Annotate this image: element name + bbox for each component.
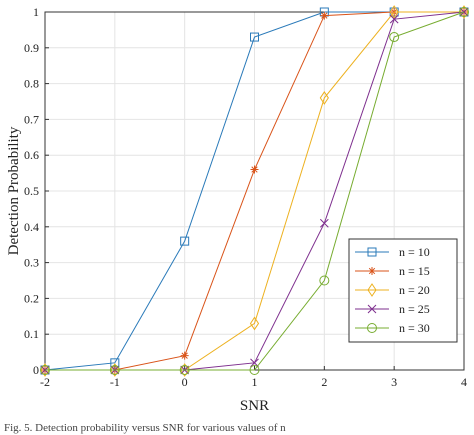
legend-label: n = 15 <box>399 264 430 278</box>
data-point <box>180 236 190 246</box>
data-point <box>109 365 120 375</box>
legend: n = 10 n = 15 n = 20 n = 25 n = 30 <box>348 238 458 343</box>
y-tick-label: 0.8 <box>24 77 39 91</box>
legend-item: n = 25 <box>355 302 430 316</box>
legend-label: n = 20 <box>399 283 430 297</box>
x-tick-label: -2 <box>40 375 50 389</box>
data-point <box>320 11 329 20</box>
x-tick-label: 0 <box>182 375 188 389</box>
data-point <box>389 14 399 24</box>
data-point <box>319 91 329 105</box>
data-point <box>319 218 329 228</box>
legend-marker <box>367 283 377 297</box>
legend-item: n = 30 <box>355 321 430 335</box>
data-point <box>249 316 260 331</box>
x-tick-label: 2 <box>321 375 327 389</box>
legend-marker <box>367 323 377 333</box>
x-tick-label: 1 <box>252 375 258 389</box>
data-point <box>250 165 259 174</box>
legend-label: n = 30 <box>399 321 430 335</box>
y-tick-label: 0.3 <box>24 256 39 270</box>
x-tick-label: 3 <box>391 375 397 389</box>
legend-marker <box>367 247 377 257</box>
data-point <box>179 365 190 375</box>
y-tick-label: 0.5 <box>24 184 39 198</box>
series-5 <box>40 7 469 375</box>
legend-item: n = 10 <box>355 245 430 259</box>
series-line <box>45 11 465 371</box>
data-point <box>250 32 259 42</box>
x-axis-label: SNR <box>240 398 269 414</box>
legend-label: n = 10 <box>399 245 430 259</box>
x-axis-ticks: -2 -1 0 1 2 3 4 <box>40 366 467 389</box>
x-tick-label: -1 <box>110 375 120 389</box>
x-tick-label: 4 <box>461 375 467 389</box>
data-point <box>459 7 469 17</box>
y-tick-label: 0.4 <box>24 220 39 234</box>
y-tick-label: 0.9 <box>24 41 39 55</box>
data-point <box>40 365 50 375</box>
series-group <box>40 5 469 377</box>
y-tick-label: 0.2 <box>24 291 39 305</box>
y-tick-label: 0 <box>33 363 39 377</box>
y-tick-label: 1 <box>33 5 39 19</box>
y-tick-label: 0.1 <box>24 327 39 341</box>
y-axis-ticks: 0 0.1 0.2 0.3 0.4 0.5 0.6 0.7 0.8 0.9 1 <box>24 5 49 377</box>
legend-item: n = 20 <box>355 283 430 297</box>
legend-label: n = 25 <box>399 302 430 316</box>
data-point <box>250 358 259 368</box>
data-point <box>249 365 260 375</box>
y-tick-label: 0.6 <box>24 148 39 162</box>
y-axis-label: Detection Probability <box>6 126 22 255</box>
legend-item: n = 15 <box>355 264 430 278</box>
data-point <box>319 275 330 286</box>
figure-caption: Fig. 5. Detection probability versus SNR… <box>4 422 286 434</box>
detection-probability-chart: -2 -1 0 1 2 3 4 00.10.20.30.40.50.60.70.80.91 … <box>6 5 469 414</box>
data-point <box>389 5 399 19</box>
legend-marker <box>367 304 377 314</box>
data-point <box>389 32 400 43</box>
data-point <box>180 351 189 360</box>
y-tick-label: 0.7 <box>24 112 39 126</box>
legend-marker <box>368 267 376 275</box>
